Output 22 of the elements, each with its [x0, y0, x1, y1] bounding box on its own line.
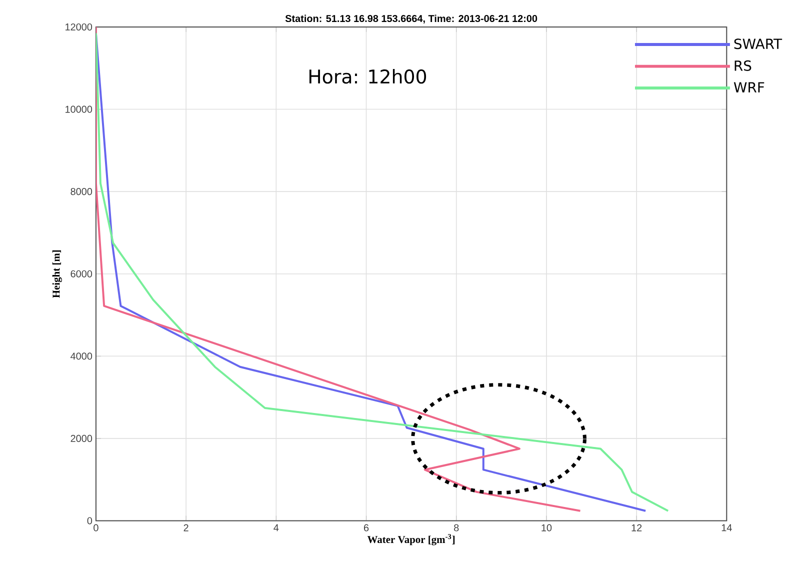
- y-axis-title: Height [m]: [52, 250, 62, 298]
- chart-title: Station: 51.13 16.98 153.6664, Time: 2013-06-21 12:00: [285, 14, 538, 24]
- y-tick-label: 8000: [70, 188, 92, 196]
- y-tick-label: 4000: [70, 352, 92, 360]
- x-tick-label: 12: [632, 524, 642, 532]
- x-tick-label: 4: [274, 524, 279, 532]
- y-tick-label: 12000: [66, 24, 92, 31]
- text: WRF: [734, 82, 764, 93]
- x-tick-label: 14: [722, 524, 732, 532]
- text: SWART: [734, 38, 782, 50]
- x-tick-label: 10: [542, 524, 552, 532]
- x-tick-label: 6: [364, 524, 369, 532]
- y-tick-label: 0: [87, 517, 92, 524]
- x-tick-label: 8: [454, 524, 459, 532]
- x-axis-title: Water Vapor [gm$^{-3}$]: [367, 534, 455, 546]
- y-tick-label: 6000: [70, 270, 92, 278]
- annotation: Hora: 12h00: [309, 69, 426, 84]
- x-tick-label: 2: [184, 524, 188, 532]
- text: RS: [734, 60, 752, 72]
- x-tick-label: 0: [94, 524, 98, 532]
- y-tick-label: 2000: [70, 435, 92, 442]
- y-tick-label: 10000: [66, 106, 92, 113]
